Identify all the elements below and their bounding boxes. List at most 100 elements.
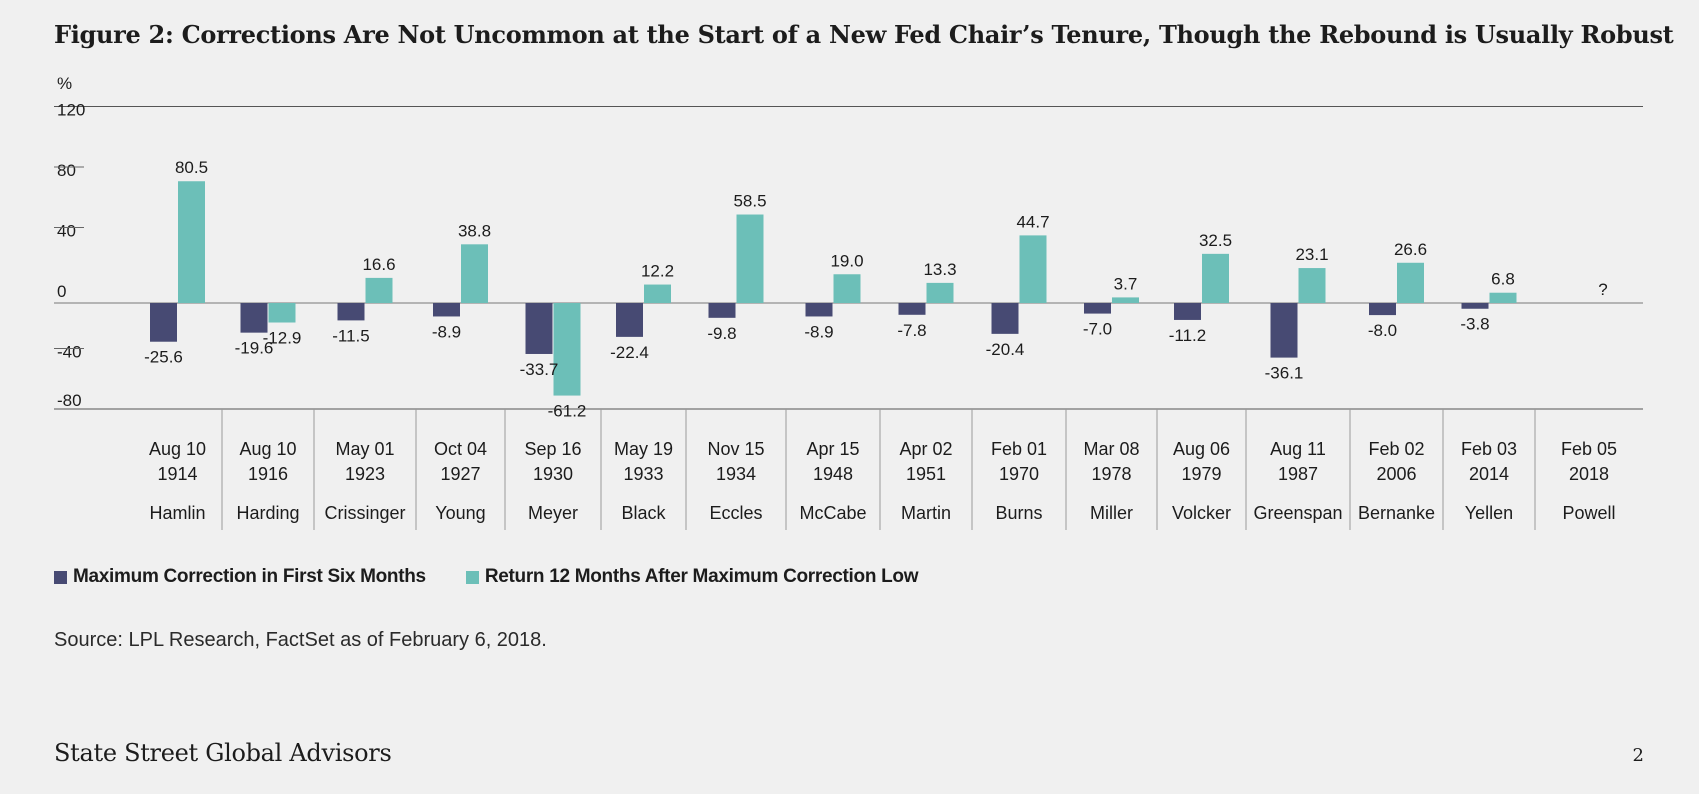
legend: Maximum Correction in First Six Months R… — [54, 566, 919, 588]
x-label-chair: Powell — [1562, 503, 1615, 523]
bar-return — [461, 244, 488, 303]
chart-title: Figure 2: Corrections Are Not Uncommon a… — [54, 20, 1674, 49]
x-label-year: 1979 — [1181, 464, 1221, 484]
data-label-correction: -11.2 — [1169, 326, 1207, 345]
data-label-return: -12.9 — [263, 329, 302, 348]
bar-return — [553, 303, 581, 396]
y-tick-label: -40 — [57, 343, 82, 362]
y-axis: 120 80 40 0 -40 -80 — [54, 101, 1643, 410]
data-label-correction: -11.5 — [332, 326, 370, 345]
data-label-correction: -8.9 — [804, 322, 833, 341]
x-label-date: Aug 11 — [1270, 439, 1326, 459]
x-label-chair: Meyer — [528, 503, 578, 523]
x-label-year: 2018 — [1569, 464, 1609, 484]
x-label-date: May 19 — [614, 439, 673, 459]
x-label-chair: Miller — [1090, 503, 1133, 523]
x-label-year: 1923 — [345, 464, 385, 484]
data-label-return: 6.8 — [1491, 270, 1515, 289]
x-label-chair: Martin — [901, 503, 951, 523]
x-label-date: May 01 — [335, 439, 394, 459]
data-label-correction: -7.0 — [1083, 320, 1112, 339]
x-label-chair: McCabe — [799, 503, 866, 523]
x-label-year: 1933 — [623, 464, 663, 484]
data-label-return: 23.1 — [1295, 245, 1328, 264]
bar-return — [1112, 297, 1139, 303]
x-label-date: Nov 15 — [707, 439, 764, 459]
data-label-correction: -20.4 — [986, 340, 1025, 359]
legend-swatch-correction — [54, 570, 67, 584]
bar-correction — [708, 303, 736, 318]
legend-item-correction: Maximum Correction in First Six Months — [54, 566, 426, 588]
x-label-date: Feb 03 — [1461, 439, 1517, 459]
bar-correction — [805, 303, 833, 317]
bar-return — [178, 181, 205, 303]
y-tick-label: 120 — [57, 101, 85, 120]
bar-correction — [616, 303, 643, 337]
y-tick-label: 80 — [57, 161, 76, 180]
x-label-date: Aug 06 — [1173, 439, 1230, 459]
x-label-chair: Yellen — [1465, 503, 1513, 523]
bar-return — [1397, 262, 1424, 303]
bar-correction — [1369, 303, 1396, 316]
y-tick-label: -80 — [57, 391, 82, 410]
bar-chart: % 120 80 40 0 -40 -80 -25.6 80.5 -19.6-12.9 -11.… — [54, 74, 1643, 530]
data-label-return: 58.5 — [733, 192, 766, 211]
x-label-year: 1934 — [716, 464, 756, 484]
bar-correction — [1174, 303, 1201, 320]
x-label-chair: Volcker — [1172, 503, 1231, 523]
bar-correction — [898, 303, 926, 315]
bar-return — [268, 303, 296, 323]
x-label-year: 1916 — [248, 464, 288, 484]
y-axis-unit-label: % — [57, 74, 72, 93]
x-label-chair: Harding — [236, 503, 299, 523]
x-label-chair: Bernanke — [1358, 503, 1435, 523]
legend-swatch-return — [465, 570, 479, 584]
x-label-chair: Burns — [995, 503, 1042, 523]
data-label-correction: -7.8 — [897, 321, 926, 340]
bar-correction — [1270, 303, 1298, 358]
bar-correction — [433, 303, 460, 317]
x-label-year: 1951 — [906, 464, 946, 484]
bar-correction — [1461, 303, 1489, 309]
bar-return — [1489, 292, 1517, 303]
category-dividers — [221, 409, 1536, 530]
x-label-date: Apr 02 — [899, 439, 952, 459]
data-label-return: 16.6 — [362, 255, 395, 274]
x-label-date: Oct 04 — [434, 439, 487, 459]
data-label-return: 38.8 — [458, 221, 491, 240]
x-label-chair: Eccles — [709, 503, 762, 523]
data-label-correction: -9.8 — [707, 324, 736, 343]
bar-return — [1019, 235, 1047, 303]
footer-brand: State Street Global Advisors — [54, 739, 392, 767]
bar-return — [926, 282, 954, 303]
data-label-return: 12.2 — [641, 262, 674, 281]
source-note: Source: LPL Research, FactSet as of Febr… — [54, 629, 547, 651]
bars — [150, 181, 1517, 396]
data-label-correction: -25.6 — [144, 348, 183, 367]
y-tick-label: 40 — [57, 222, 76, 241]
data-label-return: 19.0 — [830, 251, 863, 270]
data-label-return: -61.2 — [548, 402, 587, 421]
data-label-return: 3.7 — [1114, 274, 1138, 293]
x-label-date: Feb 02 — [1368, 439, 1424, 459]
data-label-return: 32.5 — [1199, 231, 1232, 250]
data-label-return: ? — [1598, 280, 1607, 299]
x-label-date: Feb 05 — [1561, 439, 1617, 459]
data-label-correction: -36.1 — [1265, 364, 1304, 383]
x-label-chair: Young — [435, 503, 485, 523]
bar-correction — [991, 303, 1019, 334]
bar-correction — [240, 303, 268, 333]
x-label-chair: Greenspan — [1253, 503, 1342, 523]
data-label-correction: -8.0 — [1368, 321, 1397, 340]
bar-correction — [525, 303, 553, 354]
x-label-date: Mar 08 — [1083, 439, 1139, 459]
data-label-correction: -33.7 — [520, 360, 559, 379]
y-tick-label: 0 — [57, 282, 66, 301]
data-label-correction: -22.4 — [610, 343, 649, 362]
x-label-year: 1970 — [999, 464, 1039, 484]
legend-label-return: Return 12 Months After Maximum Correctio… — [484, 566, 919, 587]
x-label-chair: Hamlin — [149, 503, 205, 523]
x-label-date: Aug 10 — [239, 439, 296, 459]
x-label-year: 2014 — [1469, 464, 1509, 484]
legend-item-return: Return 12 Months After Maximum Correctio… — [465, 566, 919, 588]
